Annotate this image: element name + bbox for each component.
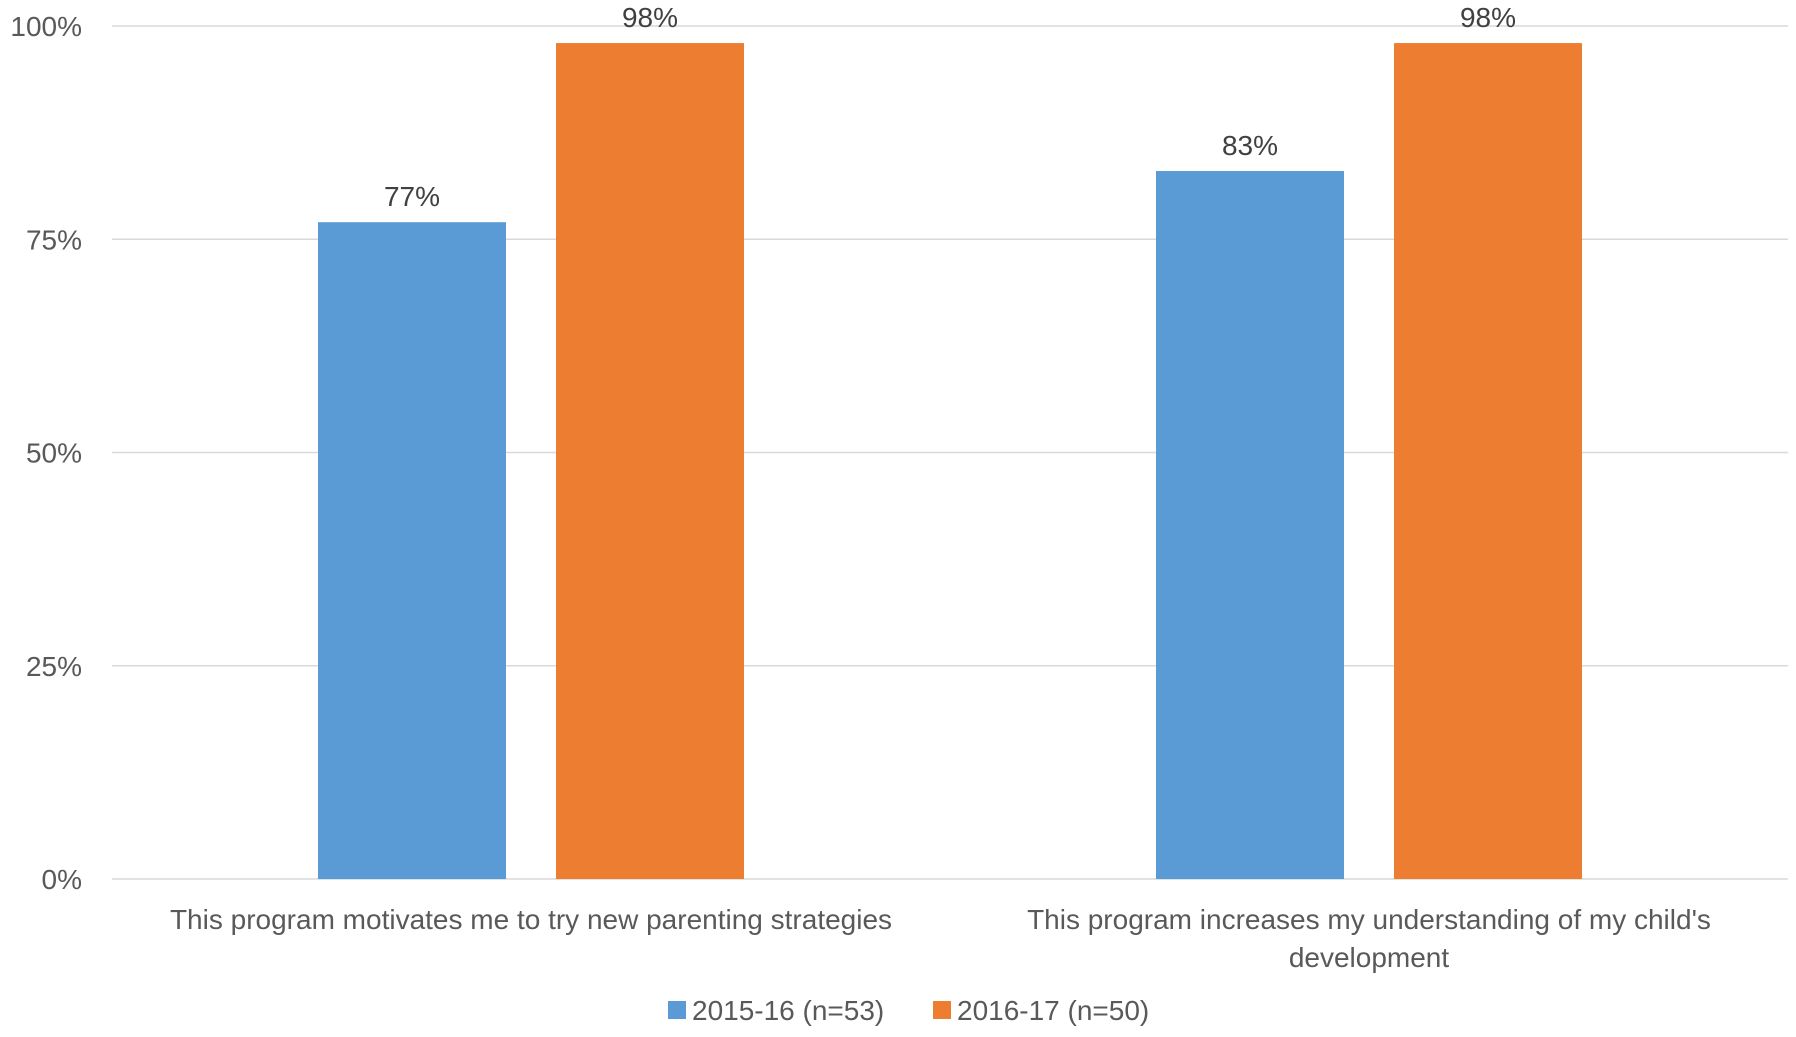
y-axis-ticks: 0% 25% 50% 75% 100% — [10, 11, 82, 895]
bar-data-label: 98% — [1460, 2, 1516, 33]
y-tick-label: 0% — [42, 864, 82, 895]
legend-swatch — [933, 1001, 951, 1019]
y-tick-label: 100% — [10, 11, 82, 42]
bar — [1394, 43, 1582, 880]
bar-data-label: 83% — [1222, 130, 1278, 161]
bar — [556, 43, 744, 880]
legend-label: 2016-17 (n=50) — [957, 995, 1149, 1026]
data-labels: 77% 98% 83% 98% — [384, 2, 1516, 212]
y-tick-label: 50% — [26, 438, 82, 469]
x-category-label: development — [1289, 942, 1450, 973]
legend-swatch — [668, 1001, 686, 1019]
bars — [318, 43, 1582, 880]
legend: 2015-16 (n=53) 2016-17 (n=50) — [668, 995, 1149, 1026]
y-tick-label: 25% — [26, 651, 82, 682]
bar — [1156, 171, 1344, 879]
bar — [318, 222, 506, 879]
legend-label: 2015-16 (n=53) — [692, 995, 884, 1026]
bar-data-label: 77% — [384, 181, 440, 212]
y-tick-label: 75% — [26, 224, 82, 255]
x-axis-categories: This program motivates me to try new par… — [170, 904, 1711, 973]
bar-data-label: 98% — [622, 2, 678, 33]
x-category-label: This program motivates me to try new par… — [170, 904, 892, 935]
x-category-label: This program increases my understanding … — [1027, 904, 1711, 935]
